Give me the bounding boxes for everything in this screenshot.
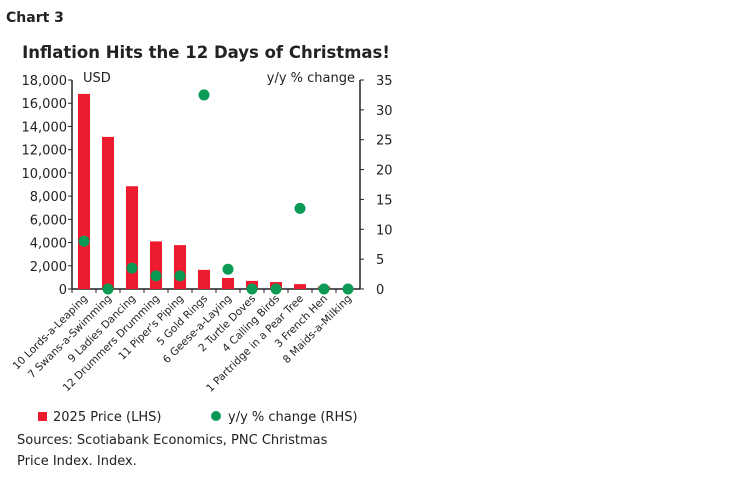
source-line-1: Sources: Scotiabank Economics, PNC Chris…	[17, 433, 328, 448]
bar-2	[102, 136, 114, 289]
legend-bar-swatch	[38, 412, 47, 421]
dot-2	[102, 283, 114, 295]
dot-5	[174, 270, 186, 282]
right-tick-label: 20	[376, 164, 393, 179]
dot-6	[198, 89, 210, 101]
left-tick-label: 0	[59, 283, 67, 298]
left-tick-label: 18,000	[22, 74, 68, 89]
right-tick-label: 35	[376, 74, 393, 89]
dot-9	[270, 283, 282, 295]
right-tick-label: 5	[376, 253, 384, 268]
bar-1	[78, 93, 90, 289]
left-axis-label: USD	[83, 71, 111, 86]
bar-7	[222, 277, 234, 289]
left-tick-label: 14,000	[22, 120, 68, 135]
dot-1	[78, 235, 90, 247]
dot-8	[246, 283, 258, 295]
dot-7	[222, 263, 234, 275]
chart-number: Chart 3	[6, 10, 64, 26]
right-tick-label: 25	[376, 134, 393, 149]
dot-10	[294, 202, 306, 214]
right-tick-label: 10	[376, 223, 393, 238]
left-tick-label: 6,000	[30, 213, 67, 228]
bar-3	[126, 186, 138, 289]
legend-dot-swatch	[211, 411, 221, 421]
right-axis-label: y/y % change	[267, 71, 355, 86]
legend-bar-label: 2025 Price (LHS)	[53, 410, 161, 425]
bar-10	[294, 284, 306, 289]
left-tick-label: 16,000	[22, 97, 68, 112]
left-tick-label: 10,000	[22, 167, 68, 182]
dot-12	[342, 283, 354, 295]
bar-6	[198, 269, 210, 289]
source-line-2: Price Index. Index.	[17, 454, 137, 469]
left-tick-label: 8,000	[30, 190, 67, 205]
left-tick-label: 4,000	[30, 237, 67, 252]
dot-11	[318, 283, 330, 295]
chart-title: Inflation Hits the 12 Days of Christmas!	[22, 43, 390, 62]
legend-dot-label: y/y % change (RHS)	[228, 410, 358, 425]
dot-3	[126, 262, 138, 274]
left-tick-label: 2,000	[30, 260, 67, 275]
bar-5	[174, 245, 186, 289]
dot-4	[150, 270, 162, 282]
left-tick-label: 12,000	[22, 144, 68, 159]
bar-4	[150, 241, 162, 289]
right-tick-label: 30	[376, 104, 393, 119]
right-tick-label: 0	[376, 283, 384, 298]
right-tick-label: 15	[376, 193, 393, 208]
